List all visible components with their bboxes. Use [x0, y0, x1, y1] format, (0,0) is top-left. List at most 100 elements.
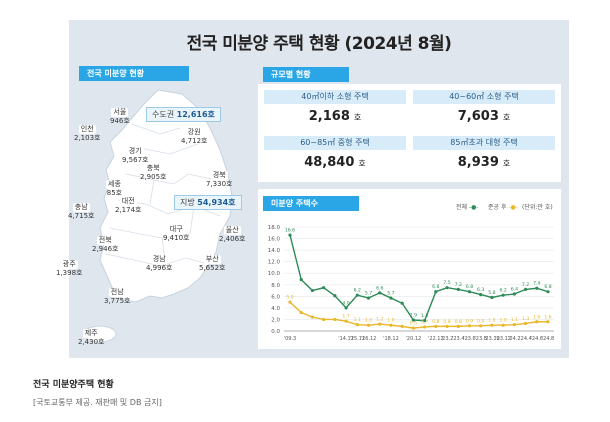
data-label: 1.6 — [533, 314, 540, 320]
size-cell-head: 60~85㎡ 중형 주택 — [264, 136, 406, 150]
y-tick-label: 0.0 — [271, 329, 280, 335]
y-tick-label: 4.0 — [271, 306, 280, 312]
data-label: 0.9 — [466, 318, 473, 324]
x-tick-label: '20.12 — [406, 336, 422, 342]
data-label: 1.0 — [488, 318, 495, 324]
data-point — [367, 324, 370, 327]
data-label: 4.0 — [342, 300, 349, 306]
data-point — [490, 324, 493, 327]
data-point — [524, 322, 527, 325]
data-point — [513, 323, 516, 326]
data-point — [322, 318, 325, 321]
data-label: 1.9 — [410, 313, 417, 319]
data-label: 1.0 — [387, 318, 394, 324]
data-label: 5.7 — [387, 291, 394, 297]
data-label: 1.3 — [522, 316, 529, 322]
data-point — [434, 290, 437, 293]
region-seoul: 서울 946호 — [110, 108, 130, 126]
data-label: 0.8 — [455, 319, 462, 325]
region-jeju: 제주 2,430호 — [78, 329, 104, 347]
data-label: 6.8 — [544, 284, 551, 290]
data-point — [513, 292, 516, 295]
data-label: 1.1 — [511, 317, 518, 323]
x-tick-label: '18.12 — [383, 336, 399, 342]
size-cell-head: 85㎡초과 대형 주택 — [413, 136, 555, 150]
infographic-title: 전국 미분양 주택 현황 (2024년 8월) — [69, 29, 569, 54]
y-tick-label: 16.0 — [268, 237, 281, 243]
region-chungnam: 충남 4,715호 — [68, 203, 94, 221]
data-label: 1.2 — [376, 317, 383, 323]
data-label: 1.7 — [342, 314, 349, 320]
data-label: 6.4 — [511, 287, 518, 293]
data-label: 1.0 — [365, 318, 372, 324]
data-label: 6.2 — [354, 288, 361, 294]
data-point — [445, 325, 448, 328]
data-label: 0.5 — [410, 321, 417, 327]
data-label: 6.2 — [499, 288, 506, 294]
region-gangwon: 강원 4,712호 — [181, 128, 207, 146]
region-daejeon: 대전 2,174호 — [115, 197, 141, 215]
data-point — [479, 324, 482, 327]
size-cell-value: 7,603 호 — [413, 106, 555, 128]
data-point — [311, 289, 314, 292]
data-point — [546, 320, 549, 323]
data-label: 0.8 — [432, 319, 439, 325]
region-gwangju: 광주 1,398호 — [56, 260, 82, 278]
data-label: 6.8 — [432, 284, 439, 290]
data-point — [389, 324, 392, 327]
data-point — [468, 290, 471, 293]
data-point — [423, 325, 426, 328]
data-label: 6.8 — [466, 284, 473, 290]
data-point — [479, 293, 482, 296]
data-label: 1.1 — [354, 317, 361, 323]
size-status-panel: 40㎡이하 소형 주택 2,168 호 40~60㎡ 소형 주택 7,603 호 6… — [258, 84, 561, 182]
data-point — [535, 287, 538, 290]
legend-completed-marker: -●- — [508, 204, 518, 211]
series-line-completed — [290, 302, 548, 328]
data-point — [457, 288, 460, 291]
region-busan: 부산 5,652호 — [199, 255, 225, 273]
y-tick-label: 18.0 — [268, 225, 281, 231]
data-label: 7.2 — [455, 282, 462, 288]
data-label: 1.8 — [421, 313, 428, 319]
legend-total-marker: -●- — [469, 204, 479, 211]
data-point — [524, 288, 527, 291]
region-gyeongbuk: 경북 7,330호 — [206, 171, 232, 189]
data-label: 0.9 — [477, 318, 484, 324]
y-tick-label: 8.0 — [271, 283, 280, 289]
data-point — [457, 325, 460, 328]
data-point — [300, 311, 303, 314]
capital-area-callout: 수도권 12,616호 — [146, 107, 221, 122]
data-point — [333, 294, 336, 297]
chart-title: 미분양 주택수 — [263, 196, 359, 211]
data-label: 0.8 — [443, 319, 450, 325]
region-sejong: 세종 85호 — [106, 180, 123, 198]
size-cell-value: 2,168 호 — [264, 106, 406, 128]
data-point — [502, 324, 505, 327]
data-point — [333, 318, 336, 321]
data-point — [322, 286, 325, 289]
region-jeonbuk: 전북 2,946호 — [92, 236, 118, 254]
y-tick-label: 2.0 — [271, 317, 280, 323]
legend-total: 전체 -●- — [456, 202, 479, 211]
y-tick-label: 10.0 — [268, 271, 281, 277]
x-tick-label: '24.8 — [542, 336, 555, 342]
data-label: 0.7 — [421, 319, 428, 325]
data-point — [401, 302, 404, 305]
size-cell-value: 8,939 호 — [413, 152, 555, 174]
size-section-label: 규모별 현황 — [263, 67, 349, 82]
data-point — [546, 290, 549, 293]
provincial-callout: 지방 54,934호 — [174, 195, 242, 210]
data-point — [412, 327, 415, 330]
data-point — [378, 291, 381, 294]
data-label: 6.6 — [376, 285, 383, 291]
data-label: 5.8 — [488, 290, 495, 296]
data-point — [468, 324, 471, 327]
y-tick-label: 12.0 — [268, 260, 281, 266]
line-chart: 18.016.014.012.010.08.06.04.02.00.0'09.3… — [258, 215, 561, 347]
data-label: 5.7 — [365, 291, 372, 297]
data-label: 5.0 — [286, 295, 293, 301]
data-label: 7.5 — [443, 280, 450, 286]
data-point — [434, 325, 437, 328]
chart-unit-label: (단위:만 호) — [522, 202, 553, 211]
